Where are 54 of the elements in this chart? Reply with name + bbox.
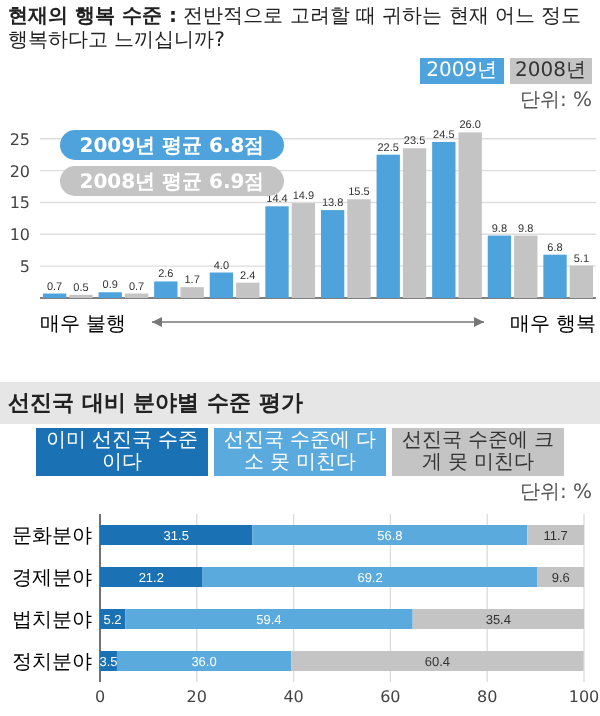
y-tick-label: 20 bbox=[9, 162, 30, 181]
bar bbox=[402, 148, 427, 298]
x-tick-label: 60 bbox=[380, 688, 401, 706]
y-tick-label: 경제분야 bbox=[12, 568, 92, 590]
bar bbox=[202, 567, 538, 587]
bar bbox=[98, 292, 122, 298]
bar bbox=[116, 651, 292, 671]
bar bbox=[412, 609, 584, 629]
bar bbox=[125, 609, 413, 629]
text: 단위: % bbox=[517, 88, 594, 114]
x-tick-label: 0 bbox=[94, 688, 106, 706]
bar bbox=[527, 525, 584, 545]
bar bbox=[100, 567, 203, 587]
y-tick-label: 10 bbox=[9, 226, 30, 245]
bar bbox=[569, 265, 594, 298]
x-tick-label: 40 bbox=[283, 688, 304, 706]
bar bbox=[347, 199, 371, 298]
x-tick-label: 20 bbox=[186, 688, 207, 706]
x-tick-label: 100 bbox=[568, 688, 600, 706]
bar bbox=[376, 154, 400, 298]
y-tick-label: 정치분야 bbox=[12, 652, 92, 674]
bar bbox=[252, 525, 528, 545]
y-tick-label: 문화분야 bbox=[12, 526, 92, 548]
x-tick-label: 80 bbox=[477, 688, 498, 706]
annotation: 2009년 평균 6.8점 bbox=[79, 136, 265, 158]
text: 2009년 bbox=[420, 58, 504, 84]
bar bbox=[291, 651, 584, 671]
chart-title: 현재의 행복 수준 : bbox=[8, 6, 177, 28]
y-tick-label: 5 bbox=[19, 258, 30, 277]
annotation: 2008년 평균 6.9점 bbox=[79, 172, 265, 194]
text: 이미 선진국 수준이다 bbox=[36, 428, 208, 476]
y-tick-label: 25 bbox=[9, 130, 30, 149]
bar bbox=[487, 235, 512, 298]
bar bbox=[236, 282, 260, 298]
chart-title: 선진국 대비 분야별 수준 평가 bbox=[0, 382, 600, 424]
bar bbox=[458, 132, 482, 298]
bar bbox=[180, 287, 204, 298]
bar bbox=[514, 235, 538, 298]
bar bbox=[432, 141, 456, 298]
text: 선진국 수준에 크게 못 미친다 bbox=[392, 428, 564, 476]
text: 매우 행복 bbox=[509, 314, 596, 336]
bar bbox=[209, 272, 234, 298]
bar bbox=[265, 206, 289, 298]
y-tick-label: 법치분야 bbox=[12, 610, 92, 632]
text: 2008년 bbox=[509, 58, 592, 84]
bar bbox=[543, 254, 567, 298]
bar bbox=[100, 525, 253, 545]
bar bbox=[154, 281, 178, 298]
bar bbox=[320, 210, 345, 298]
text: 선진국 수준에 다소 못 미친다 bbox=[214, 428, 386, 476]
text: 매우 불행 bbox=[40, 314, 127, 336]
bar bbox=[291, 203, 316, 298]
text: 단위: % bbox=[517, 480, 594, 506]
y-tick-label: 15 bbox=[9, 194, 30, 213]
